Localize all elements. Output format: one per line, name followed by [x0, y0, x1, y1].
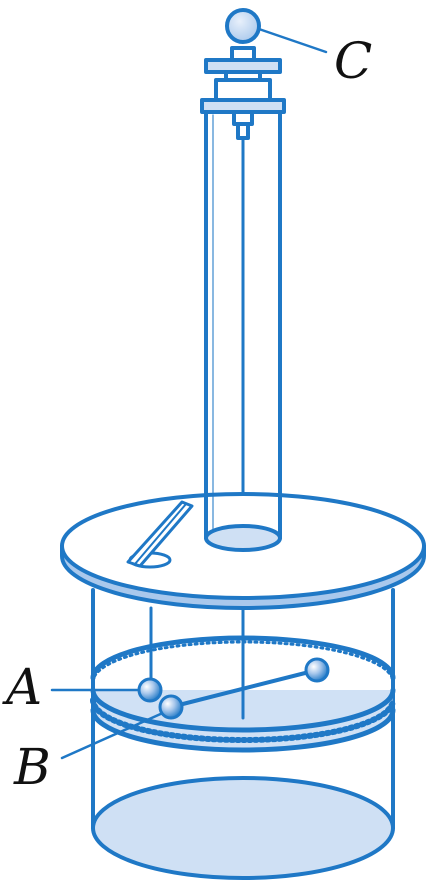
- label-c: C: [334, 32, 372, 90]
- leader-line-b: [60, 710, 167, 760]
- knob-c: [225, 8, 261, 44]
- torsion-rod: [169, 668, 319, 709]
- label-b: B: [13, 738, 51, 796]
- lid-platform: [60, 492, 426, 610]
- jar-bottom: [91, 776, 395, 880]
- glass-tube: [204, 106, 282, 552]
- leader-line-c: [254, 26, 328, 54]
- ball-b: [158, 694, 184, 720]
- label-a: A: [2, 658, 42, 716]
- ball-far: [304, 657, 330, 683]
- ball-a: [137, 677, 163, 703]
- torsion-head: [200, 46, 286, 154]
- tube-base: [204, 524, 282, 552]
